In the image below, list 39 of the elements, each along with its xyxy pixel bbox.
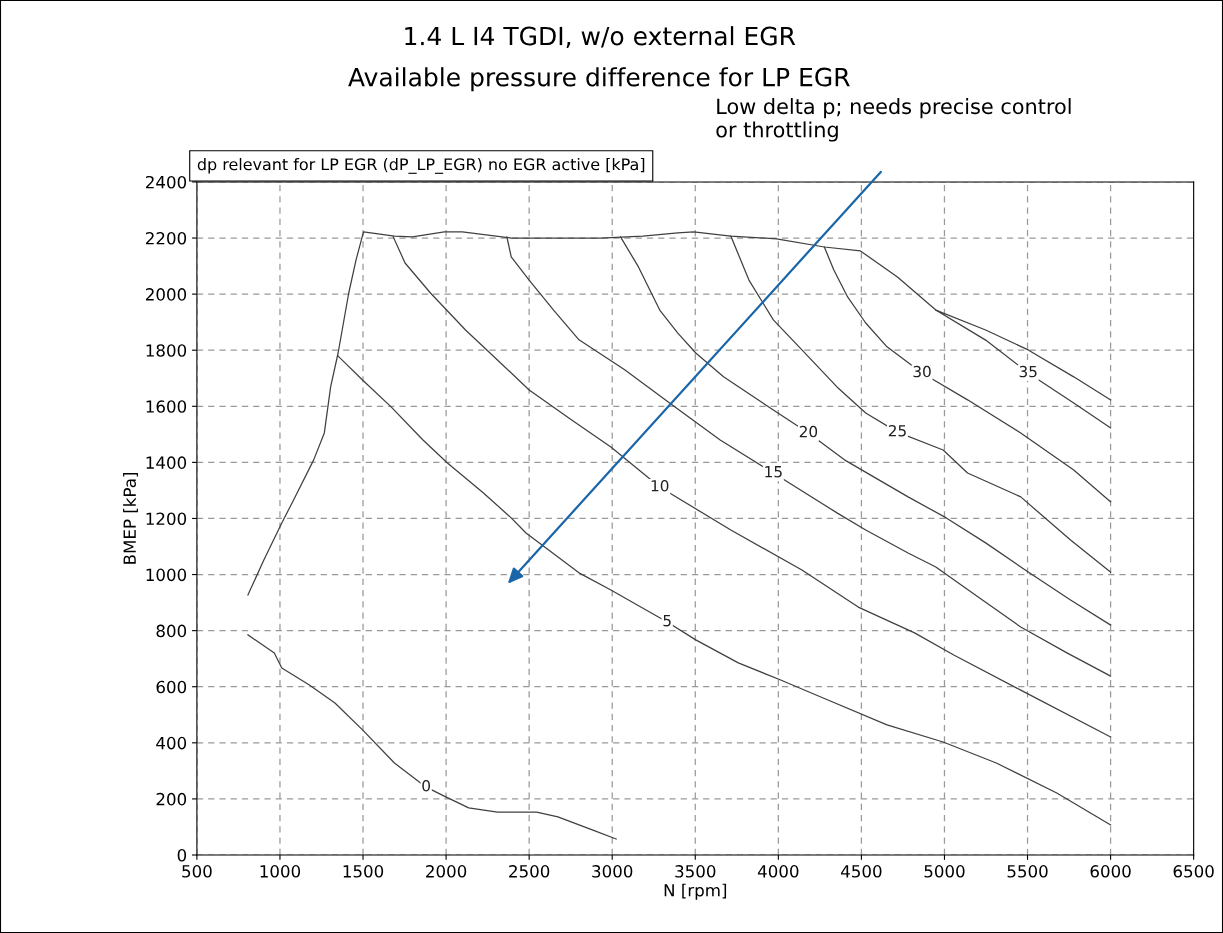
series-label: 15 bbox=[765, 466, 782, 478]
y-tick-label: 2400 bbox=[145, 175, 187, 189]
x-tick-label: 500 bbox=[182, 865, 212, 878]
x-tick-label: 4500 bbox=[841, 865, 882, 878]
y-axis-title: BMEP [kPa] bbox=[123, 472, 138, 564]
line-series bbox=[247, 634, 617, 840]
x-tick-label: 2000 bbox=[426, 865, 467, 878]
series-label: 35 bbox=[1019, 365, 1037, 378]
y-tick-label: 1600 bbox=[146, 400, 187, 413]
y-tick-label: 0 bbox=[177, 848, 187, 862]
x-tick-label: 4000 bbox=[757, 865, 799, 878]
x-tick-label: 3500 bbox=[675, 865, 716, 878]
y-tick-label: 600 bbox=[156, 680, 187, 694]
series-label: 20 bbox=[799, 425, 818, 438]
x-axis-title: N [rpm] bbox=[664, 883, 727, 900]
x-tick-label: 1500 bbox=[343, 865, 384, 878]
x-tick-label: 1000 bbox=[260, 865, 301, 878]
series-label: 30 bbox=[913, 365, 931, 378]
series-label: 25 bbox=[888, 424, 906, 437]
y-tick-label: 800 bbox=[156, 624, 187, 638]
x-tick-label: 5500 bbox=[1007, 865, 1048, 878]
y-tick-label: 2200 bbox=[145, 231, 187, 245]
y-tick-label: 1800 bbox=[146, 344, 187, 357]
text: Low delta p; needs precise control or throttling bbox=[716, 98, 1071, 142]
y-tick-label: 2000 bbox=[145, 288, 187, 301]
chart-title: 1.4 L I4 TGDI, w/o external EGR bbox=[405, 26, 796, 49]
x-tick-label: 3000 bbox=[592, 865, 633, 878]
text: dp relevant for LP EGR (dP_LP_EGR) no EGR active [kPa] bbox=[197, 157, 645, 174]
y-tick-label: 200 bbox=[156, 792, 187, 806]
x-tick-label: 2500 bbox=[509, 865, 550, 878]
x-tick-label: 6000 bbox=[1090, 865, 1131, 878]
x-tick-label: 6500 bbox=[1173, 865, 1214, 878]
chart-subtitle: Available pressure difference for LP EGR bbox=[348, 67, 850, 92]
series-label: 10 bbox=[651, 479, 669, 492]
x-tick-label: 5000 bbox=[924, 865, 965, 878]
y-tick-label: 1400 bbox=[146, 456, 187, 469]
y-tick-label: 1000 bbox=[146, 568, 187, 582]
y-tick-label: 1200 bbox=[146, 512, 187, 526]
y-tick-label: 400 bbox=[156, 736, 187, 750]
